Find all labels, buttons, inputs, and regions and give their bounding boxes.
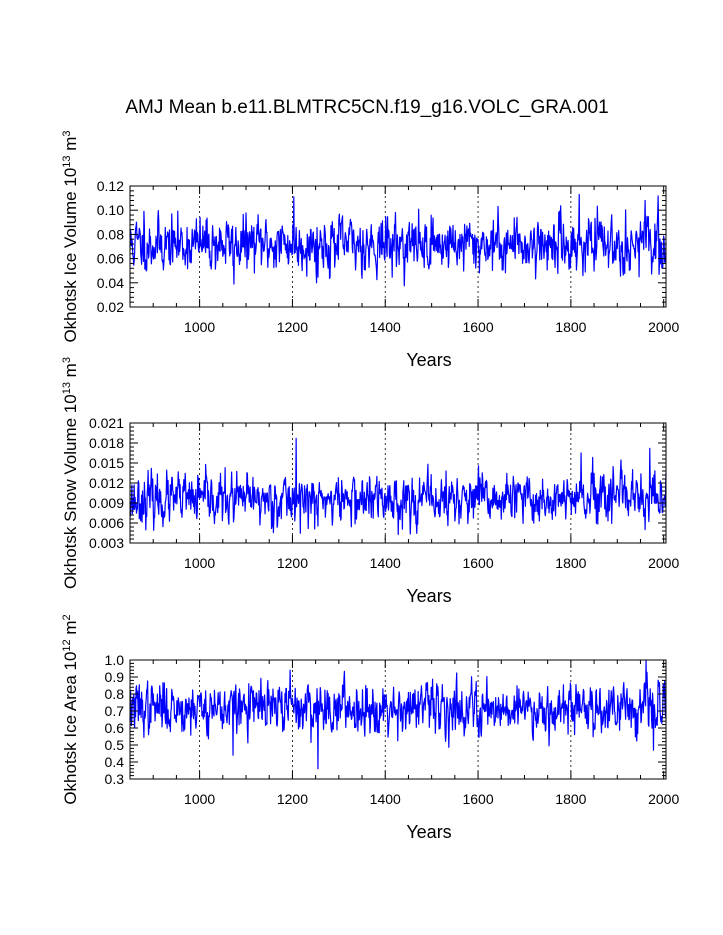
plot-frame [129, 659, 667, 780]
x-tick-label: 1800 [555, 791, 586, 807]
y-label-unit-exponent: 3 [61, 130, 73, 136]
x-tick-label: 2000 [648, 791, 679, 807]
y-label-base: Okhotsk Snow Volume 10 [61, 394, 80, 589]
y-label-unit-exponent: 2 [61, 614, 73, 620]
x-tick-label: 1000 [184, 555, 215, 571]
y-label-base: Okhotsk Ice Volume 10 [61, 168, 80, 343]
x-tick-label: 1800 [555, 555, 586, 571]
chart-ice-area: 1000 1200 1400 1600 1800 20000.30.40.50.60.70… [61, 614, 679, 842]
x-tick-label: 1000 [184, 791, 215, 807]
y-tick-label: 0.3 [105, 771, 125, 787]
x-tick-label: 2000 [648, 555, 679, 571]
x-tick-label: 1200 [277, 319, 308, 335]
chart-snow-volume: 1000 1200 1400 1600 1800 2000 0.003 0.006 0.009 0… [61, 357, 679, 606]
panels: 1000 1200 1400 1600 1800 2000 0.02 0.04 0.06 0.08… [61, 130, 679, 842]
x-axis-label: Years [406, 822, 451, 842]
chart-ice-volume: 1000 1200 1400 1600 1800 2000 0.02 0.04 0.06 0.08… [61, 130, 679, 370]
x-tick-label: 2000 [648, 319, 679, 335]
y-tick-label: 0.7 [105, 703, 125, 719]
y-axis-label: Okhotsk Snow Volume 1013 m3 [61, 357, 80, 589]
y-tick-label: 0.02 [97, 299, 124, 315]
x-tick-label: 1400 [370, 555, 401, 571]
y-tick-label: 0.021 [89, 415, 124, 431]
y-label-exponent: 12 [61, 639, 73, 651]
x-tick-label: 1000 [184, 319, 215, 335]
y-label-unit-exponent: 3 [61, 357, 73, 363]
y-tick-label: 0.009 [89, 495, 124, 511]
figure-title: AMJ Mean b.e11.BLMTRC5CN.f19_g16.VOLC_GR… [125, 97, 608, 118]
y-label-unit: m [61, 363, 80, 382]
y-label-exponent: 13 [61, 155, 73, 167]
x-tick-label: 1400 [370, 319, 401, 335]
x-tick-label: 1800 [555, 319, 586, 335]
y-tick-label: 0.6 [105, 720, 125, 736]
y-tick-label: 0.06 [97, 251, 124, 267]
y-tick-label: 0.12 [97, 178, 124, 194]
y-tick-label: 0.04 [97, 275, 124, 291]
x-tick-label: 1600 [462, 791, 493, 807]
x-axis-label: Years [406, 586, 451, 606]
y-label-unit: m [61, 137, 80, 156]
y-label-unit: m [61, 620, 80, 639]
y-axis-label: Okhotsk Ice Volume 1013 m3 [61, 130, 80, 342]
y-axis-label: Okhotsk Ice Area 1012 m2 [61, 614, 80, 804]
y-tick-label: 0.10 [97, 202, 124, 218]
x-tick-label: 1200 [277, 555, 308, 571]
y-label-base: Okhotsk Ice Area 10 [61, 652, 80, 805]
y-tick-label: 0.4 [105, 754, 125, 770]
x-tick-label: 1400 [370, 791, 401, 807]
y-tick-label: 0.003 [89, 535, 124, 551]
series-line-ice-area [129, 659, 667, 770]
y-tick-label: 0.8 [105, 686, 125, 702]
x-tick-label: 1600 [462, 555, 493, 571]
y-label-exponent: 13 [61, 382, 73, 394]
y-tick-label: 0.9 [105, 669, 125, 685]
y-tick-label: 0.006 [89, 515, 124, 531]
y-tick-label: 0.012 [89, 475, 124, 491]
y-tick-label: 1.0 [105, 652, 125, 668]
plot-frame [129, 185, 667, 308]
series-line-ice-volume [129, 193, 667, 287]
y-tick-label: 0.018 [89, 435, 124, 451]
y-tick-label: 0.5 [105, 737, 125, 753]
series-line-snow-volume [129, 437, 667, 536]
x-tick-label: 1200 [277, 791, 308, 807]
y-tick-label: 0.015 [89, 455, 124, 471]
x-axis-label: Years [406, 350, 451, 370]
y-tick-label: 0.08 [97, 226, 124, 242]
x-tick-label: 1600 [462, 319, 493, 335]
